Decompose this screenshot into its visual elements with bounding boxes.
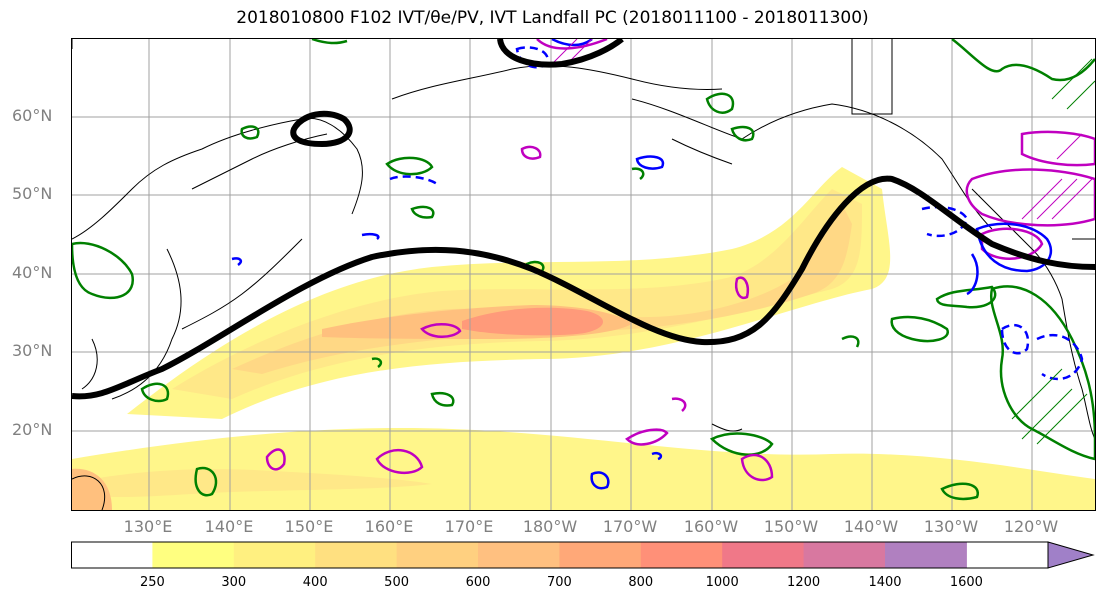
hatched-regions-green (1011, 58, 1095, 445)
graticule (72, 39, 1095, 510)
lon-label-130w: 130°W (923, 517, 979, 536)
colorbar-segment (152, 542, 235, 568)
map-canvas (72, 39, 1095, 510)
colorbar-segment (478, 542, 560, 568)
theta-e-positive-contours (265, 39, 1095, 482)
hatched-regions (551, 39, 1093, 220)
lat-label-40n: 40°N (12, 263, 53, 282)
colorbar-tick-label: 1600 (949, 575, 983, 590)
colorbar-segment (559, 542, 642, 568)
lon-label-180w: 180°W (522, 517, 578, 536)
lat-label-60n: 60°N (12, 106, 53, 125)
colorbar-tick-label: 500 (384, 575, 410, 590)
colorbar-segment (71, 542, 153, 568)
pv-contours (72, 39, 1095, 501)
colorbar-tick-label: 800 (628, 575, 654, 590)
colorbar-segment (803, 542, 886, 568)
colorbar-tick-label: 1200 (787, 575, 821, 590)
colorbar-segment (722, 542, 805, 568)
lon-label-130e: 130°E (123, 517, 173, 536)
colorbar-segments (71, 542, 967, 568)
colorbar-segment (396, 542, 479, 568)
colorbar-tick-label: 1400 (868, 575, 902, 590)
lat-label-30n: 30°N (12, 341, 53, 360)
colorbar-tick-label: 300 (221, 575, 247, 590)
colorbar-tick-label: 250 (139, 575, 165, 590)
colorbar-tick-label: 1000 (705, 575, 739, 590)
colorbar-segment (640, 542, 723, 568)
colorbar-tick-label: 700 (546, 575, 572, 590)
ivt-shading (72, 167, 1095, 510)
lon-label-150w: 150°W (763, 517, 819, 536)
lon-label-140w: 140°W (843, 517, 899, 536)
colorbar-segment (233, 542, 316, 568)
colorbar-segment (885, 542, 967, 568)
colorbar (71, 541, 1095, 569)
colorbar-outline (71, 541, 1049, 569)
colorbar-segment (315, 542, 398, 568)
lon-label-160e: 160°E (364, 517, 414, 536)
geopotential-contours (72, 39, 1095, 400)
theta-e-negative-contours (231, 39, 1084, 490)
colorbar-tick-label: 600 (465, 575, 491, 590)
chart-title: 2018010800 F102 IVT/θe/PV, IVT Landfall … (236, 8, 869, 28)
lat-label-20n: 20°N (12, 420, 53, 439)
lon-label-160w: 160°W (683, 517, 739, 536)
colorbar-tick-label: 400 (302, 575, 328, 590)
lon-label-170e: 170°E (444, 517, 494, 536)
lat-label-50n: 50°N (12, 184, 53, 203)
lon-label-120w: 120°W (1003, 517, 1059, 536)
map-panel (71, 38, 1096, 511)
lon-label-170w: 170°W (602, 517, 658, 536)
colorbar-extend-arrow (1047, 541, 1095, 569)
lon-label-140e: 140°E (204, 517, 254, 536)
lon-label-150e: 150°E (284, 517, 334, 536)
